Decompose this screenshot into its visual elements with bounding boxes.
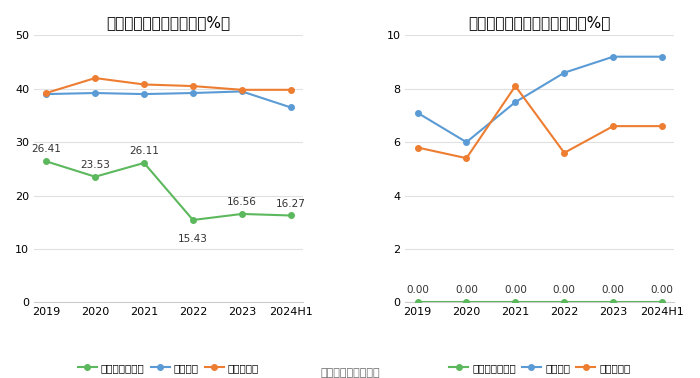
Text: 0.00: 0.00	[504, 285, 527, 296]
Text: 0.00: 0.00	[406, 285, 429, 296]
Title: 近年来有息资产负债率情况（%）: 近年来有息资产负债率情况（%）	[468, 15, 611, 30]
Text: 0.00: 0.00	[602, 285, 624, 296]
Text: 0.00: 0.00	[455, 285, 478, 296]
Text: 0.00: 0.00	[651, 285, 673, 296]
Text: 16.56: 16.56	[227, 197, 257, 207]
Legend: 公司资产负债率, 行业均值, 行业中位数: 公司资产负债率, 行业均值, 行业中位数	[74, 359, 263, 377]
Legend: 有息资产负债率, 行业均值, 行业中位数: 有息资产负债率, 行业均值, 行业中位数	[445, 359, 635, 377]
Text: 26.41: 26.41	[32, 144, 61, 154]
Text: 0.00: 0.00	[553, 285, 575, 296]
Title: 近年来资产负债率情况（%）: 近年来资产负债率情况（%）	[106, 15, 230, 30]
Text: 15.43: 15.43	[178, 234, 208, 244]
Text: 16.27: 16.27	[276, 198, 306, 209]
Text: 数据来源：恒生聚源: 数据来源：恒生聚源	[320, 368, 380, 378]
Text: 26.11: 26.11	[129, 146, 159, 156]
Text: 23.53: 23.53	[80, 160, 110, 170]
